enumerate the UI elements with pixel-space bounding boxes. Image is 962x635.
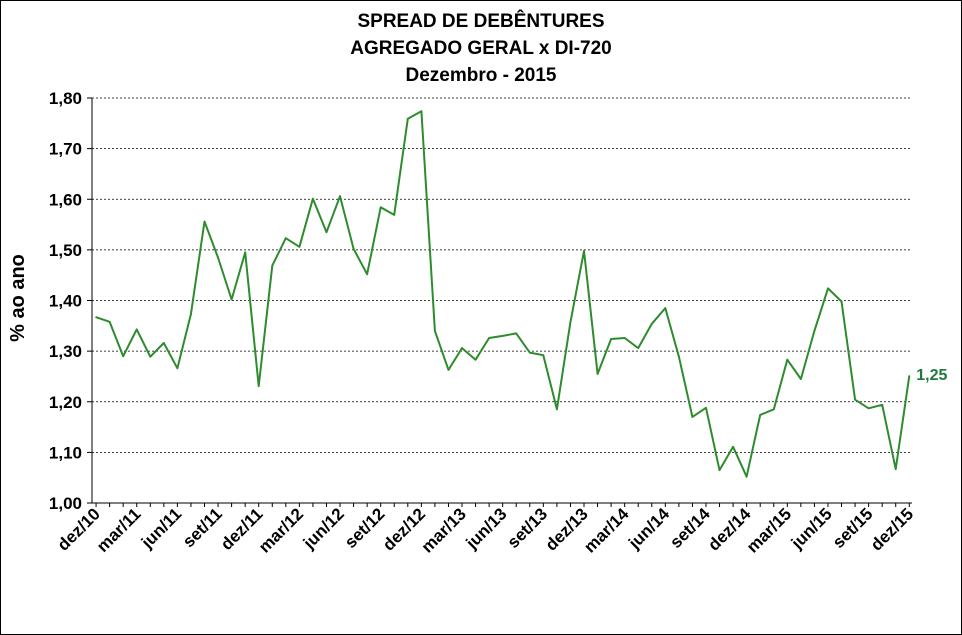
data-point xyxy=(434,330,436,332)
data-point xyxy=(176,367,179,370)
data-point xyxy=(95,316,97,319)
data-point xyxy=(298,246,301,248)
data-point xyxy=(650,322,653,325)
data-point xyxy=(122,355,124,357)
data-point xyxy=(867,407,870,410)
x-tick-label: mar/15 xyxy=(743,504,795,556)
data-point xyxy=(623,337,626,339)
data-point xyxy=(366,273,368,275)
x-tick-label: jun/15 xyxy=(787,504,836,553)
data-point xyxy=(800,378,802,380)
data-point xyxy=(420,110,423,112)
data-point xyxy=(705,407,707,409)
data-point xyxy=(149,355,152,358)
title-line-3: Dezembro - 2015 xyxy=(405,65,557,86)
data-point xyxy=(108,320,111,323)
end-value-label: 1,25 xyxy=(916,367,947,384)
data-point xyxy=(230,298,233,301)
data-point xyxy=(285,237,287,240)
data-point xyxy=(691,416,694,418)
x-tick-label: jun/12 xyxy=(299,504,348,553)
data-point xyxy=(379,206,382,209)
y-tick-label: 1,00 xyxy=(49,494,82,513)
data-point xyxy=(339,195,341,198)
data-point xyxy=(881,403,883,406)
y-tick-label: 1,80 xyxy=(49,89,82,108)
data-point xyxy=(786,358,789,361)
data-point xyxy=(528,351,531,354)
y-tick-label: 1,50 xyxy=(49,241,82,260)
data-point xyxy=(556,408,558,411)
data-point xyxy=(718,469,721,471)
data-point xyxy=(217,256,219,259)
data-point xyxy=(244,251,246,254)
y-axis-label: % ao ano xyxy=(7,254,29,342)
x-tick-label: jun/13 xyxy=(462,504,511,553)
data-point xyxy=(894,468,897,470)
x-tick-label: jun/11 xyxy=(137,504,185,552)
data-point xyxy=(312,197,314,200)
x-tick-label: mar/12 xyxy=(255,504,307,556)
data-point xyxy=(732,446,734,448)
data-point xyxy=(813,330,816,332)
y-tick-label: 1,60 xyxy=(49,190,82,209)
series-spread xyxy=(95,110,911,478)
chart-title: SPREAD DE DEBÊNTURES AGREGADO GERAL x DI… xyxy=(0,8,962,89)
data-point xyxy=(203,220,206,223)
data-point xyxy=(678,355,680,358)
x-tick-label: mar/13 xyxy=(418,504,470,556)
y-tick-label: 1,30 xyxy=(49,342,82,361)
data-point xyxy=(908,375,911,377)
y-tick-label: 1,20 xyxy=(49,393,82,412)
gridlines xyxy=(92,97,912,453)
axes xyxy=(87,97,912,507)
y-tick-label: 1,70 xyxy=(49,140,82,159)
data-point xyxy=(407,117,409,120)
data-point xyxy=(447,369,450,371)
data-point xyxy=(461,347,463,349)
title-line-2: AGREGADO GERAL x DI-720 xyxy=(350,38,612,59)
data-point xyxy=(745,475,748,478)
data-point xyxy=(501,335,504,337)
x-tick-labels: dez/10mar/11jun/11set/11dez/11mar/12jun/… xyxy=(54,504,917,557)
series-line xyxy=(95,110,911,478)
x-tick-label: jun/14 xyxy=(624,504,673,553)
data-point xyxy=(596,373,599,375)
data-point xyxy=(488,337,490,339)
data-point xyxy=(583,250,585,252)
data-point xyxy=(637,347,640,349)
data-point xyxy=(271,264,274,267)
x-tick-label: set/11 xyxy=(179,504,226,551)
data-point xyxy=(542,354,545,356)
y-tick-labels: 1,00 1,10 1,20 1,30 1,40 1,50 1,60 1,70 1,80 xyxy=(49,89,82,513)
data-point xyxy=(664,307,667,309)
y-tick-label: 1,10 xyxy=(49,443,82,462)
data-point xyxy=(515,332,518,335)
data-point xyxy=(840,300,843,303)
data-point xyxy=(135,328,138,331)
data-point xyxy=(854,398,856,401)
title-line-1: SPREAD DE DEBÊNTURES xyxy=(357,11,605,32)
data-point xyxy=(474,358,477,361)
data-point xyxy=(352,248,355,250)
data-point xyxy=(827,287,829,290)
data-point xyxy=(772,408,775,411)
x-tick-label: dez/15 xyxy=(867,504,917,554)
x-tick-label: mar/14 xyxy=(580,504,633,557)
data-point xyxy=(190,313,192,315)
data-point xyxy=(325,231,328,233)
data-point xyxy=(610,338,612,340)
data-point xyxy=(569,321,572,324)
x-tick-label: mar/11 xyxy=(93,504,145,556)
data-point xyxy=(759,414,761,416)
y-tick-label: 1,40 xyxy=(49,292,82,311)
data-point xyxy=(393,214,396,216)
data-point xyxy=(163,342,165,344)
data-point xyxy=(257,385,260,387)
